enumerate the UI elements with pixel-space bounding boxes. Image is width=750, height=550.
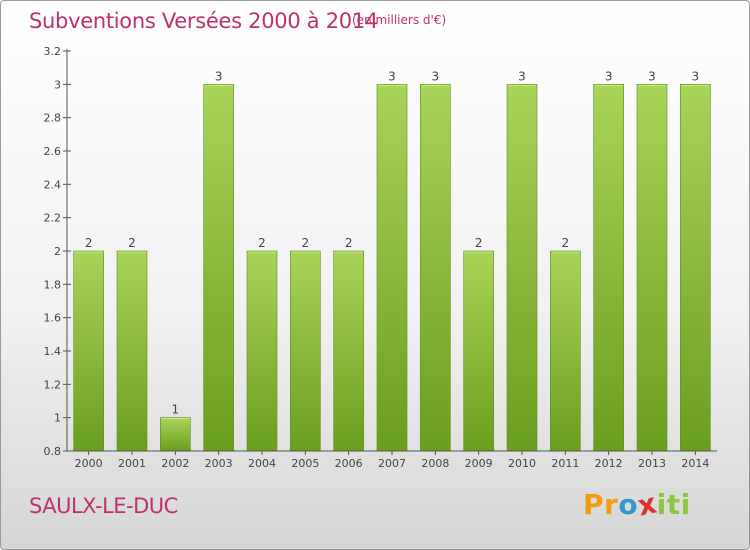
bar <box>290 250 321 452</box>
bar <box>593 84 624 452</box>
bar-value-label: 3 <box>388 69 396 83</box>
bar-value-label: 3 <box>605 69 613 83</box>
logo-letter: r <box>604 488 619 521</box>
y-tick-label: 1.4 <box>44 345 62 358</box>
bar <box>203 84 234 452</box>
bar-value-label: 3 <box>648 69 656 83</box>
x-tick-label: 2006 <box>335 457 363 470</box>
bar <box>116 250 148 452</box>
logo-letter: i <box>680 488 691 521</box>
bars-layer: 2 2 1 3 2 2 2 3 3 2 3 2 3 3 3 <box>73 69 711 452</box>
y-tick-label: 2 <box>54 245 61 258</box>
x-tick-label: 2010 <box>508 457 536 470</box>
y-tick-label: 2.6 <box>44 145 62 158</box>
chart-subtitle: (en milliers d'€) <box>352 13 447 27</box>
y-tick-label: 1 <box>54 412 61 425</box>
x-tick-label: 2008 <box>421 457 449 470</box>
x-tick-label: 2014 <box>681 457 709 470</box>
x-tick-label: 2012 <box>595 457 623 470</box>
x-tick-label: 2013 <box>638 457 666 470</box>
x-tick-label: 2009 <box>465 457 493 470</box>
chart-title: Subventions Versées 2000 à 2014 <box>29 9 378 33</box>
bar <box>333 250 364 452</box>
bar <box>376 84 408 452</box>
bar-value-label: 2 <box>475 236 483 250</box>
y-tick-label: 1.2 <box>44 378 62 391</box>
x-tick-label: 2011 <box>551 457 579 470</box>
bar-value-label: 3 <box>215 69 223 83</box>
axes-layer: 2000 2001 2002 2003 2004 2005 2006 2007 2008 2009… <box>44 45 717 470</box>
x-tick-label: 2000 <box>75 457 103 470</box>
bar-value-label: 2 <box>345 236 353 250</box>
bar-value-label: 2 <box>302 236 310 250</box>
bar-value-label: 2 <box>128 236 136 250</box>
x-tick-label: 2003 <box>205 457 233 470</box>
y-tick-label: 1.8 <box>44 278 62 291</box>
x-tick-label: 2001 <box>118 457 146 470</box>
bar <box>463 250 494 452</box>
commune-name: SAULX-LE-DUC <box>29 494 178 518</box>
y-tick-label: 3 <box>54 78 61 91</box>
bar-value-label: 2 <box>562 236 570 250</box>
x-tick-label: 2005 <box>291 457 319 470</box>
bar <box>680 84 711 452</box>
bar-value-label: 3 <box>432 69 440 83</box>
logo-letter: i <box>656 488 667 521</box>
bar <box>246 250 278 452</box>
logo-letter: o <box>618 488 639 521</box>
y-tick-label: 3.2 <box>44 45 62 58</box>
x-tick-label: 2004 <box>248 457 276 470</box>
bar-value-label: 3 <box>518 69 526 83</box>
x-tick-label: 2002 <box>161 457 189 470</box>
y-tick-label: 1.6 <box>44 312 62 325</box>
bar <box>506 84 538 452</box>
logo-letter: t <box>666 488 681 521</box>
bar <box>420 84 451 452</box>
bar <box>550 250 581 452</box>
bar-value-label: 3 <box>692 69 700 83</box>
bar <box>636 84 668 452</box>
y-tick-label: 0.8 <box>44 445 62 458</box>
x-tick-label: 2007 <box>378 457 406 470</box>
logo-letter: P <box>583 488 605 521</box>
bar <box>160 417 191 452</box>
bar <box>73 250 104 452</box>
y-tick-label: 2.4 <box>44 178 62 191</box>
y-tick-label: 2.8 <box>44 112 62 125</box>
bar-value-label: 1 <box>172 403 180 417</box>
bar-value-label: 2 <box>85 236 93 250</box>
proxiti-logo: Proxiti <box>583 486 691 522</box>
bar-value-label: 2 <box>258 236 266 250</box>
y-tick-label: 2.2 <box>44 212 62 225</box>
